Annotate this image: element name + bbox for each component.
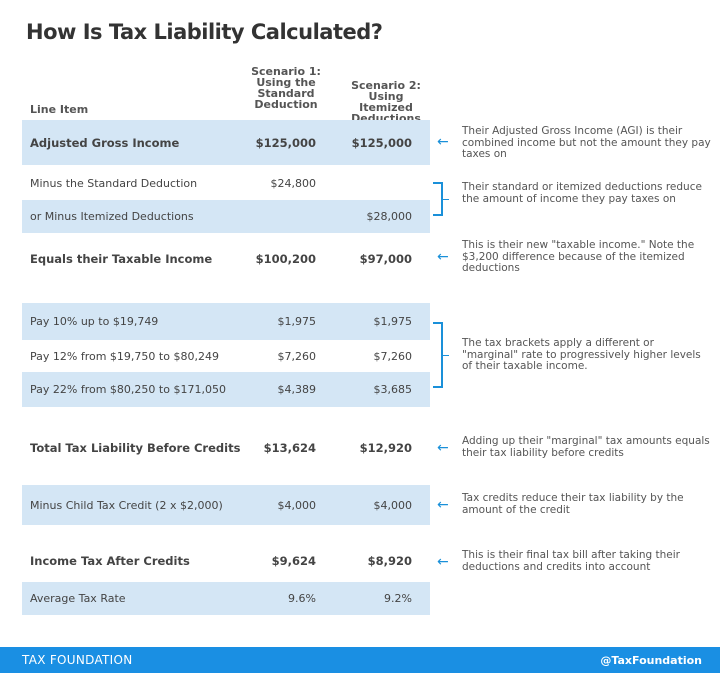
scenario-2-value: $97,000: [359, 252, 412, 266]
note-total: Adding up their "marginal" tax amounts e…: [462, 435, 710, 459]
arrow-left-icon: ←: [437, 497, 449, 513]
scenario-1-value: $9,624: [271, 554, 316, 568]
row-label: Minus Child Tax Credit (2 x $2,000): [30, 498, 223, 512]
table-row: Adjusted Gross Income $125,000 $125,000: [22, 120, 430, 165]
table-row: Minus the Standard Deduction $24,800: [22, 168, 430, 198]
row-label: Equals their Taxable Income: [30, 252, 213, 266]
note-deductions: Their standard or itemized deductions re…: [462, 181, 702, 205]
arrow-left-icon: ←: [437, 249, 449, 265]
scenario-2-value: $4,000: [373, 498, 413, 512]
scenario-1-value: 9.6%: [288, 592, 316, 605]
scenario-2-value: $125,000: [351, 135, 412, 150]
table-row: Total Tax Liability Before Credits $13,62…: [22, 428, 430, 468]
scenario-1-value: $7,260: [277, 349, 317, 363]
header-scenario-1: Scenario 1: Using the Standard Deduction: [251, 65, 321, 111]
table-row: Pay 12% from $19,750 to $80,249 $7,260 $7,…: [22, 340, 430, 372]
table-row: Average Tax Rate 9.6% 9.2%: [22, 582, 430, 615]
note-agi: Their Adjusted Gross Income (AGI) is the…: [462, 125, 711, 160]
row-label: or Minus Itemized Deductions: [30, 210, 194, 223]
page-title: How Is Tax Liability Calculated?: [26, 20, 383, 44]
row-label: Pay 10% up to $19,749: [30, 315, 159, 328]
scenario-1-value: $4,000: [277, 498, 317, 512]
table-row: Pay 10% up to $19,749 $1,975 $1,975: [22, 303, 430, 340]
scenario-2-value: $12,920: [359, 441, 412, 455]
scenario-2-value: $28,000: [366, 210, 413, 223]
header-scenario-2: Scenario 2: Using Itemized Deductions: [351, 79, 421, 125]
row-label: Pay 22% from $80,250 to $171,050: [30, 383, 226, 396]
note-brackets: The tax brackets apply a different or "m…: [462, 337, 701, 372]
row-label: Income Tax After Credits: [30, 554, 190, 568]
scenario-2-value: 9.2%: [384, 592, 412, 605]
table-row: Pay 22% from $80,250 to $171,050 $4,389 $3…: [22, 372, 430, 407]
scenario-1-value: $1,975: [277, 315, 317, 328]
table-row: Equals their Taxable Income $100,200 $97,0…: [22, 238, 430, 280]
brand-logo: TAX FOUNDATION: [22, 653, 133, 667]
note-credit: Tax credits reduce their tax liability b…: [462, 492, 684, 516]
arrow-left-icon: ←: [437, 554, 449, 570]
scenario-2-value: $3,685: [373, 383, 413, 396]
scenario-1-value: $24,800: [270, 176, 317, 190]
twitter-handle[interactable]: @TaxFoundation: [600, 653, 702, 667]
scenario-2-value: $1,975: [373, 315, 413, 328]
arrow-left-icon: ←: [437, 134, 449, 150]
arrow-left-icon: ←: [437, 440, 449, 456]
row-label: Minus the Standard Deduction: [30, 176, 198, 190]
scenario-1-value: $100,200: [255, 252, 316, 266]
bracket-icon: [433, 322, 449, 388]
scenario-1-value: $13,624: [263, 441, 316, 455]
header-line-item: Line Item: [30, 103, 89, 116]
scenario-1-value: $4,389: [277, 383, 317, 396]
bracket-icon: [433, 182, 449, 216]
scenario-1-value: $125,000: [255, 135, 316, 150]
table-row: Income Tax After Credits $9,624 $8,920: [22, 540, 430, 582]
row-label: Total Tax Liability Before Credits: [30, 441, 241, 455]
table-row: Minus Child Tax Credit (2 x $2,000) $4,00…: [22, 485, 430, 525]
row-label: Adjusted Gross Income: [30, 135, 180, 150]
table-row: or Minus Itemized Deductions $28,000: [22, 200, 430, 233]
footer: TAX FOUNDATION @TaxFoundation: [0, 647, 720, 673]
row-label: Average Tax Rate: [30, 592, 126, 605]
note-taxable: This is their new "taxable income." Note…: [462, 239, 695, 274]
note-final: This is their final tax bill after takin…: [462, 549, 680, 573]
scenario-2-value: $7,260: [373, 349, 413, 363]
row-label: Pay 12% from $19,750 to $80,249: [30, 349, 219, 363]
scenario-2-value: $8,920: [367, 554, 412, 568]
